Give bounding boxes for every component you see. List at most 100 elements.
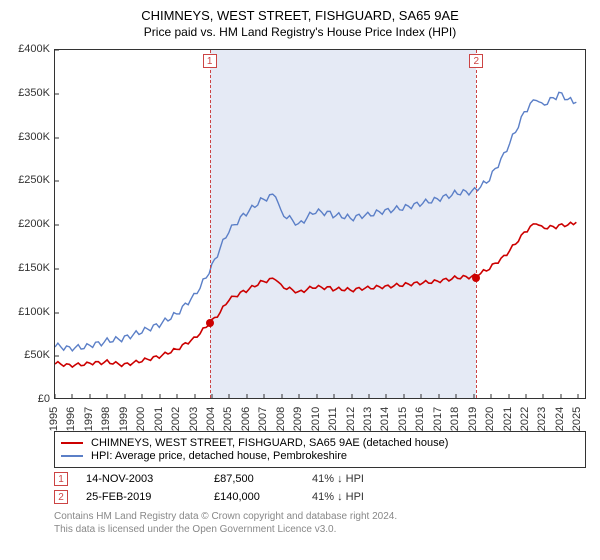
x-tick [281,394,282,399]
x-axis-label: 1995 [48,407,60,431]
x-axis-label: 1997 [83,407,95,431]
x-axis-label: 2023 [536,407,548,431]
x-axis-label: 1998 [100,407,112,431]
sale-point [206,319,214,327]
x-axis-label: 2005 [222,407,234,431]
y-axis-label: £200K [8,218,50,230]
y-axis-label: £250K [8,174,50,186]
x-tick [491,394,492,399]
x-tick [456,394,457,399]
sale-point [472,274,480,282]
y-tick [54,137,59,138]
x-tick [55,394,56,399]
footer-attribution: Contains HM Land Registry data © Crown c… [54,510,586,536]
x-axis-label: 2003 [188,407,200,431]
x-tick [368,394,369,399]
x-tick [334,394,335,399]
x-axis-label: 2004 [205,407,217,431]
sale-hpi-note: 41% ↓ HPI [312,473,422,485]
marker-number-box: 2 [469,54,483,68]
x-axis-label: 2010 [310,407,322,431]
marker-number-box: 1 [203,54,217,68]
legend-swatch-series2 [61,455,83,457]
x-tick [316,394,317,399]
x-tick [403,394,404,399]
x-tick [473,394,474,399]
x-axis-label: 2007 [257,407,269,431]
x-axis-label: 2017 [432,407,444,431]
sale-row: 114-NOV-2003£87,50041% ↓ HPI [54,472,586,486]
x-axis-label: 2012 [345,407,357,431]
marker-line [210,50,211,398]
y-axis-label: £100K [8,306,50,318]
x-tick [177,394,178,399]
x-tick [386,394,387,399]
x-tick [525,394,526,399]
x-tick [142,394,143,399]
sale-date: 14-NOV-2003 [86,473,196,485]
sale-number-box: 1 [54,472,68,486]
y-tick [54,50,59,51]
legend-row: CHIMNEYS, WEST STREET, FISHGUARD, SA65 9… [61,437,579,449]
x-axis-label: 2001 [153,407,165,431]
x-axis-label: 2014 [379,407,391,431]
x-tick [89,394,90,399]
legend: CHIMNEYS, WEST STREET, FISHGUARD, SA65 9… [54,431,586,468]
x-axis-label: 2009 [292,407,304,431]
sale-hpi-note: 41% ↓ HPI [312,491,422,503]
x-tick [438,394,439,399]
x-tick [264,394,265,399]
x-axis-label: 2006 [240,407,252,431]
x-axis-label: 2000 [135,407,147,431]
x-axis-label: 2022 [519,407,531,431]
y-tick [54,181,59,182]
x-tick [421,394,422,399]
legend-label-series1: CHIMNEYS, WEST STREET, FISHGUARD, SA65 9… [91,437,448,449]
x-tick [543,394,544,399]
chart-line [55,222,576,367]
x-tick [211,394,212,399]
y-axis-label: £0 [8,393,50,405]
chart-title: CHIMNEYS, WEST STREET, FISHGUARD, SA65 9… [8,8,592,23]
x-axis-label: 2021 [502,407,514,431]
plot-region: 12 [54,49,586,399]
x-tick [124,394,125,399]
x-axis-label: 2016 [414,407,426,431]
y-axis-label: £150K [8,262,50,274]
x-tick [299,394,300,399]
x-axis-label: 1996 [65,407,77,431]
sales-table: 114-NOV-2003£87,50041% ↓ HPI225-FEB-2019… [54,472,586,504]
x-axis-label: 1999 [118,407,130,431]
y-tick [54,312,59,313]
x-tick [351,394,352,399]
sale-number-box: 2 [54,490,68,504]
x-tick [72,394,73,399]
x-axis-label: 2015 [397,407,409,431]
x-axis-label: 2008 [275,407,287,431]
x-tick [107,394,108,399]
x-tick [246,394,247,399]
legend-swatch-series1 [61,442,83,444]
marker-line [476,50,477,398]
x-axis-label: 2019 [467,407,479,431]
x-axis-label: 2013 [362,407,374,431]
chart-subtitle: Price paid vs. HM Land Registry's House … [8,25,592,39]
x-tick [578,394,579,399]
sale-row: 2 25-FEB-2019 £140,000 41% ↓ HPI [54,490,586,504]
y-tick [54,225,59,226]
chart-line [55,92,576,351]
x-axis-label: 2024 [554,407,566,431]
sale-date: 25-FEB-2019 [86,491,196,503]
x-tick [229,394,230,399]
y-axis-label: £300K [8,131,50,143]
y-tick [54,93,59,94]
y-axis-label: £50K [8,349,50,361]
x-axis-label: 2002 [170,407,182,431]
y-axis-label: £350K [8,87,50,99]
sale-price: £140,000 [214,491,294,503]
x-axis-label: 2025 [571,407,583,431]
legend-row: HPI: Average price, detached house, Pemb… [61,450,579,462]
x-tick [508,394,509,399]
x-tick [194,394,195,399]
chart-area: 12 £0£50K£100K£150K£200K£250K£300K£350K£… [8,45,592,425]
